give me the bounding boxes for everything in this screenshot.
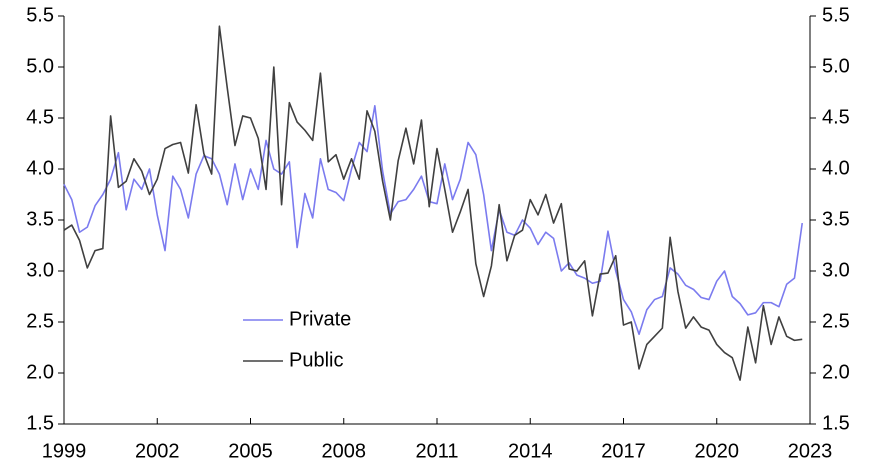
series-line <box>63 25 803 381</box>
x-tick-label: 2005 <box>228 440 273 462</box>
x-tick-label: 2017 <box>601 440 646 462</box>
y-tick-label: 5.0 <box>822 55 850 77</box>
y-tick-label: 5.5 <box>822 4 850 26</box>
x-tick-label: 1999 <box>42 440 87 462</box>
legend-label: Private <box>289 308 351 330</box>
y-tick-label: 2.0 <box>26 361 54 383</box>
x-tick-label: 2020 <box>695 440 740 462</box>
y-tick-label: 4.0 <box>822 157 850 179</box>
legend-label: Public <box>289 349 343 371</box>
y-tick-label: 2.5 <box>822 310 850 332</box>
y-tick-label: 5.5 <box>26 4 54 26</box>
y-tick-label: 3.5 <box>822 208 850 230</box>
x-tick-label: 2014 <box>508 440 553 462</box>
y-tick-label: 3.0 <box>822 259 850 281</box>
y-tick-label: 4.5 <box>26 106 54 128</box>
y-tick-label: 5.0 <box>26 55 54 77</box>
x-tick-label: 2023 <box>788 440 833 462</box>
series-line <box>63 104 804 336</box>
y-tick-label: 3.0 <box>26 259 54 281</box>
y-tick-label: 2.5 <box>26 310 54 332</box>
y-tick-label: 3.5 <box>26 208 54 230</box>
y-tick-label: 1.5 <box>26 412 54 434</box>
y-tick-label: 1.5 <box>822 412 850 434</box>
y-tick-label: 4.5 <box>822 106 850 128</box>
x-tick-label: 2011 <box>415 440 458 462</box>
x-tick-label: 2008 <box>322 440 367 462</box>
y-tick-label: 4.0 <box>26 157 54 179</box>
x-tick-label: 2002 <box>135 440 180 462</box>
y-tick-label: 2.0 <box>822 361 850 383</box>
